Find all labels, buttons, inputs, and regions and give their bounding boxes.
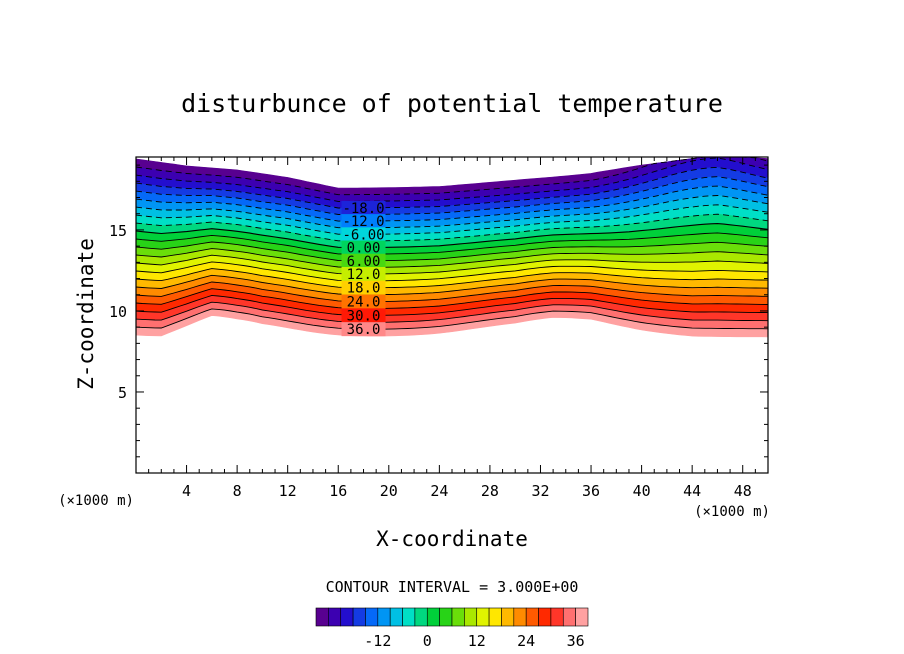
x-tick-label: 36 [582, 482, 600, 500]
contour-line [136, 288, 768, 309]
y-axis-label: Z-coordinate [74, 238, 98, 390]
colorbar-tick-label: 24 [517, 632, 535, 650]
colorbar-cell [315, 607, 329, 627]
x-tick-label: 4 [182, 482, 191, 500]
contour-line [136, 308, 768, 330]
contour-line [136, 241, 768, 262]
axis-ticks [136, 157, 768, 473]
colorbar-cell [402, 607, 416, 627]
contour-label: -18.0 [342, 201, 384, 217]
colorbar-tick-label: -12 [364, 632, 391, 650]
contour-lines [136, 157, 768, 330]
contour-line [136, 223, 768, 249]
contour-line [136, 176, 768, 215]
colorbar [315, 607, 589, 627]
x-tick-label: 44 [683, 482, 701, 500]
contour-label: 12.0 [347, 267, 381, 283]
contour-label: 0.00 [347, 241, 381, 257]
colorbar-cell [562, 607, 576, 627]
colorbar-cell [414, 607, 428, 627]
colorbar-cell [365, 607, 379, 627]
contour-line [136, 157, 768, 202]
contour-line [136, 261, 768, 282]
x-axis-label: X-coordinate [376, 527, 528, 551]
contour-label-bg [341, 253, 386, 268]
colorbar-cell [377, 607, 391, 627]
x-tick-label: 8 [233, 482, 242, 500]
colorbar-cell [488, 607, 502, 627]
contour-label-bg [341, 308, 386, 323]
y-tick-label: 10 [109, 303, 127, 321]
contour-line [136, 301, 768, 323]
contour-interval-text: CONTOUR INTERVAL = 3.000E+00 [326, 578, 579, 596]
colorbar-cell [328, 607, 342, 627]
contour-line [136, 195, 768, 229]
colorbar-tick-label: 36 [567, 632, 585, 650]
contour-field [136, 157, 768, 338]
contour-line [136, 248, 768, 268]
contour-line [136, 274, 768, 296]
contour-line [136, 232, 768, 255]
x-unit-label: (×1000 m) [694, 504, 770, 520]
colorbar-cell [340, 607, 354, 627]
colorbar-cell [550, 607, 564, 627]
contour-label: 18.0 [347, 281, 381, 297]
x-tick-label: 16 [329, 482, 347, 500]
contour-label-bg [341, 214, 386, 229]
colorbar-cell [525, 607, 539, 627]
contour-label: 30.0 [347, 308, 381, 324]
contour-line [136, 213, 768, 242]
colorbar-cell [451, 607, 465, 627]
contour-label-bg [341, 200, 386, 215]
colorbar-cell [575, 607, 589, 627]
contour-line [136, 294, 768, 316]
colorbar-cell [538, 607, 552, 627]
contour-label: -6.00 [342, 227, 384, 243]
contour-labels: -18.0-12.0-6.000.006.0012.018.024.030.03… [341, 200, 386, 338]
contour-label-bg [341, 227, 386, 242]
contour-label-bg [341, 240, 386, 255]
colorbar-cell [352, 607, 366, 627]
contour-label: 36.0 [347, 322, 381, 338]
contour-label: 6.00 [347, 254, 381, 270]
x-tick-label: 32 [531, 482, 549, 500]
contour-label: -12.0 [342, 214, 384, 230]
colorbar-tick-labels: -12 0 12 24 36 [364, 632, 584, 650]
contour-label-bg [341, 322, 386, 337]
colorbar-cell [426, 607, 440, 627]
x-tick-label: 20 [380, 482, 398, 500]
x-tick-label: 48 [734, 482, 752, 500]
contour-label-bg [341, 280, 386, 295]
colorbar-cell [464, 607, 478, 627]
contour-label: 24.0 [347, 295, 381, 311]
x-tick-labels: 4 8 12 16 20 24 28 32 36 40 44 48 [182, 482, 752, 500]
y-tick-label: 15 [109, 222, 127, 240]
x-tick-label: 40 [633, 482, 651, 500]
contour-line [136, 281, 768, 303]
x-tick-label: 24 [430, 482, 448, 500]
contour-line [136, 204, 768, 235]
contour-line [136, 254, 768, 275]
contour-line [136, 166, 768, 209]
colorbar-cell [513, 607, 527, 627]
y-unit-label: (×1000 m) [58, 493, 134, 509]
chart-title: disturbunce of potential temperature [181, 89, 723, 118]
colorbar-cell [389, 607, 403, 627]
contour-label-bg [341, 266, 386, 281]
contour-label-bg [341, 294, 386, 309]
y-tick-labels: 5 10 15 [109, 222, 127, 402]
colorbar-cell [476, 607, 490, 627]
colorbar-tick-label: 12 [468, 632, 486, 650]
y-tick-label: 5 [118, 384, 127, 402]
contour-line [136, 268, 768, 289]
x-tick-label: 12 [279, 482, 297, 500]
colorbar-tick-label: 0 [423, 632, 432, 650]
contour-line [136, 157, 768, 196]
colorbar-cell [439, 607, 453, 627]
contour-line [136, 185, 768, 222]
colorbar-cell [501, 607, 515, 627]
x-tick-label: 28 [481, 482, 499, 500]
